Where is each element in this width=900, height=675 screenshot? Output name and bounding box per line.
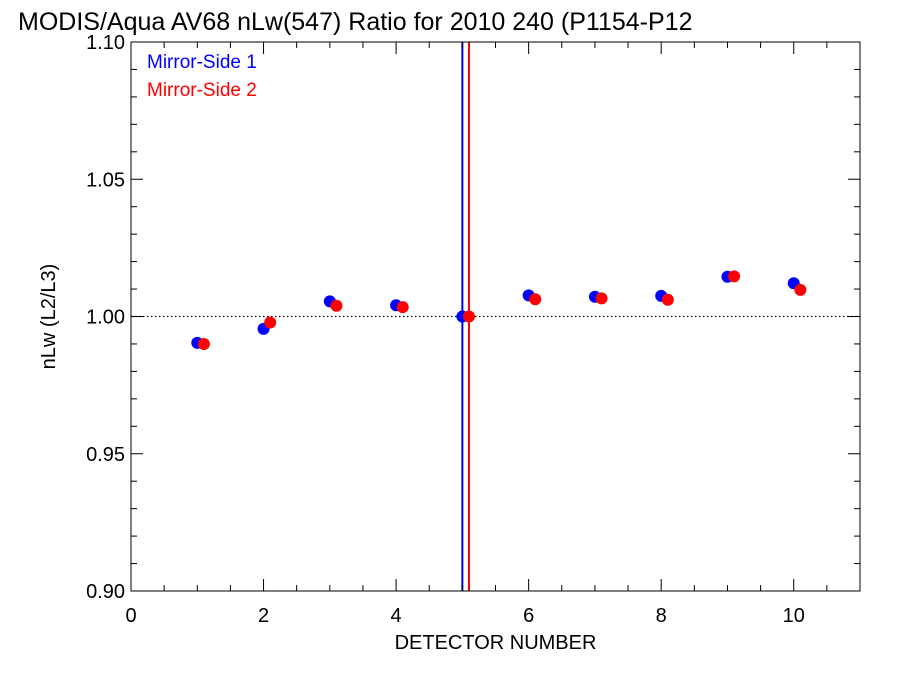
point-mirror-side-2-4: [396, 301, 409, 314]
point-mirror-side-2-5: [462, 310, 475, 323]
point-mirror-side-2-3: [330, 299, 343, 312]
legend-item-mirror-side-1: Mirror-Side 1: [147, 52, 257, 73]
point-mirror-side-2-2: [264, 316, 277, 329]
x-tick-label: 0: [125, 605, 136, 627]
x-tick-labels: 0 2 4 6 8 10: [125, 605, 804, 627]
x-tick-label: 8: [656, 605, 667, 627]
x-tick-label: 6: [523, 605, 534, 627]
point-mirror-side-2-1: [197, 337, 210, 350]
y-tick-label: 0.95: [86, 444, 125, 466]
point-mirror-side-2-8: [661, 293, 674, 306]
y-tick-label: 0.90: [86, 581, 125, 603]
chart-title: MODIS/Aqua AV68 nLw(547) Ratio for 2010 …: [18, 8, 692, 36]
point-mirror-side-2-10: [794, 283, 807, 296]
point-mirror-side-2-6: [529, 293, 542, 306]
x-tick-label: 2: [258, 605, 269, 627]
y-tick-labels: 0.90 0.95 1.00 1.05 1.10: [86, 32, 125, 603]
y-tick-label: 1.10: [86, 32, 125, 54]
x-axis-title: DETECTOR NUMBER: [395, 632, 597, 654]
y-axis-title: nLw (L2/L3): [38, 264, 60, 370]
legend-item-mirror-side-2: Mirror-Side 2: [147, 80, 257, 101]
x-tick-label: 10: [783, 605, 805, 627]
y-tick-label: 1.00: [86, 307, 125, 329]
legend: Mirror-Side 1 Mirror-Side 2: [147, 52, 257, 101]
x-tick-label: 4: [391, 605, 402, 627]
point-mirror-side-2-9: [728, 270, 741, 283]
y-tick-label: 1.05: [86, 169, 125, 191]
point-mirror-side-2-7: [595, 292, 608, 305]
data-points: [191, 270, 807, 350]
axis-ticks: [130, 41, 861, 592]
